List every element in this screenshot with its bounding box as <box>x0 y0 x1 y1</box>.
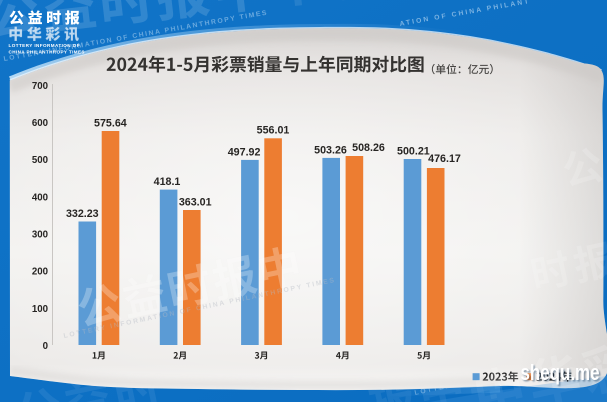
svg-text:500: 500 <box>32 155 48 166</box>
svg-text:0: 0 <box>43 341 48 352</box>
svg-text:575.64: 575.64 <box>94 117 127 129</box>
svg-text:497.92: 497.92 <box>228 146 261 158</box>
svg-text:500.21: 500.21 <box>397 145 430 157</box>
svg-text:332.23: 332.23 <box>66 208 99 220</box>
svg-text:shequ.me: shequ.me <box>522 361 601 386</box>
svg-text:shequ.me: shequ.me <box>521 360 600 385</box>
svg-text:476.17: 476.17 <box>428 153 461 165</box>
svg-text:508.26: 508.26 <box>352 142 385 154</box>
svg-text:600: 600 <box>32 118 48 129</box>
svg-text:200: 200 <box>32 267 48 278</box>
svg-text:400: 400 <box>32 192 48 203</box>
svg-text:503.26: 503.26 <box>314 144 347 156</box>
svg-text:300: 300 <box>32 230 48 241</box>
svg-text:556.01: 556.01 <box>257 125 290 137</box>
svg-text:LOTTERY INFORMATION OF: LOTTERY INFORMATION OF <box>9 43 80 48</box>
svg-text:100: 100 <box>32 304 48 315</box>
svg-text:700: 700 <box>32 81 48 92</box>
svg-text:363.01: 363.01 <box>179 196 212 208</box>
svg-text:418.1: 418.1 <box>154 176 181 188</box>
svg-text:CHINA PHILANTHROPY TIMES: CHINA PHILANTHROPY TIMES <box>9 49 85 54</box>
